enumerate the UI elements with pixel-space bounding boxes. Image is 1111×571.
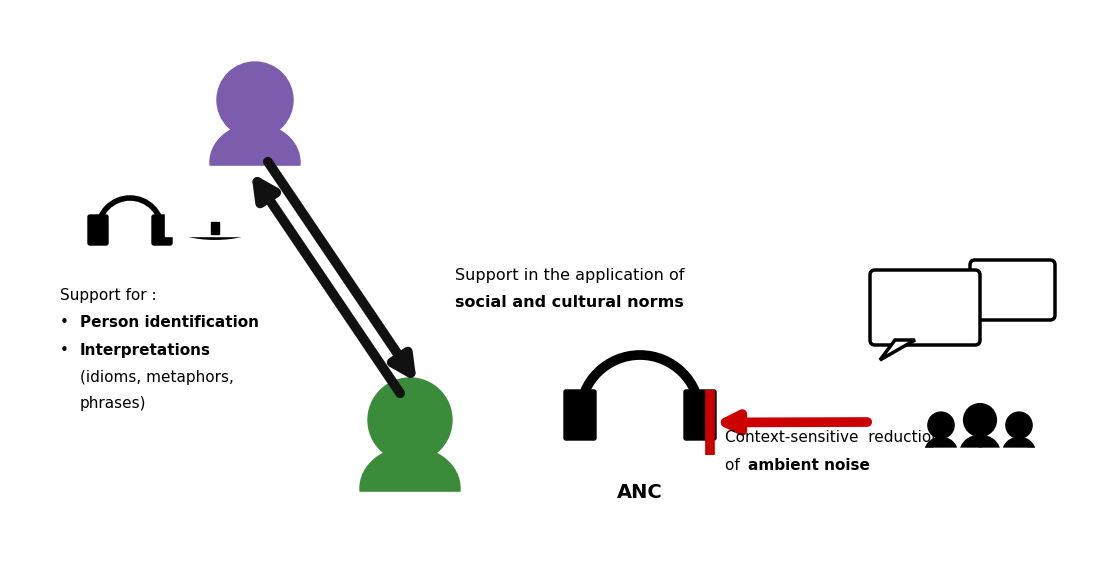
Ellipse shape <box>925 437 957 465</box>
Bar <box>903 448 979 485</box>
FancyBboxPatch shape <box>870 270 980 345</box>
FancyBboxPatch shape <box>564 390 595 440</box>
Circle shape <box>1005 412 1032 439</box>
FancyBboxPatch shape <box>152 215 172 245</box>
Text: Context-sensitive  reduction: Context-sensitive reduction <box>725 430 941 445</box>
Polygon shape <box>880 340 915 360</box>
Text: social and cultural norms: social and cultural norms <box>456 295 683 310</box>
Ellipse shape <box>360 447 460 529</box>
Text: Support for :: Support for : <box>60 288 157 303</box>
Circle shape <box>928 412 954 439</box>
FancyBboxPatch shape <box>684 390 715 440</box>
Ellipse shape <box>1003 437 1035 465</box>
Text: Interpretations: Interpretations <box>80 343 211 358</box>
Text: Person identification: Person identification <box>80 315 259 330</box>
Text: ANC: ANC <box>617 483 663 502</box>
Bar <box>933 448 1027 495</box>
Text: (idioms, metaphors,: (idioms, metaphors, <box>80 370 234 385</box>
Text: •: • <box>60 343 69 358</box>
Circle shape <box>963 404 997 436</box>
Bar <box>310 492 510 567</box>
Bar <box>981 448 1057 485</box>
Circle shape <box>368 378 452 462</box>
Text: •: • <box>60 315 69 330</box>
Bar <box>166 166 346 236</box>
Ellipse shape <box>210 124 300 201</box>
FancyBboxPatch shape <box>970 260 1055 320</box>
Circle shape <box>217 62 293 138</box>
Ellipse shape <box>960 435 1000 471</box>
Bar <box>211 222 219 234</box>
Ellipse shape <box>182 221 248 235</box>
Text: phrases): phrases) <box>80 396 147 411</box>
FancyBboxPatch shape <box>88 215 108 245</box>
Text: ambient noise: ambient noise <box>748 458 870 473</box>
Text: of: of <box>725 458 744 473</box>
Text: Support in the application of: Support in the application of <box>456 268 684 283</box>
Ellipse shape <box>176 217 254 239</box>
